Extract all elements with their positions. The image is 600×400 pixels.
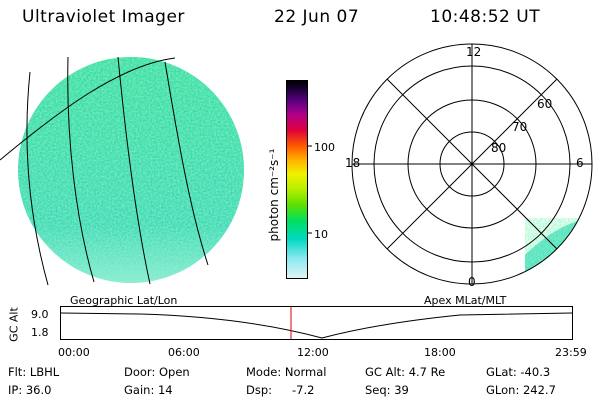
- mlt-label-6: 6: [576, 156, 584, 170]
- mode-status: Mode: Normal: [246, 365, 327, 379]
- altitude-plot: [60, 306, 573, 340]
- geographic-latitude: GLat: -40.3: [486, 365, 551, 379]
- geographic-projection-label: Geographic Lat/Lon: [70, 294, 178, 307]
- mlt-label-18: 18: [345, 156, 361, 170]
- colorbar-tick-10: 10: [314, 228, 328, 241]
- lat-label-60: 60: [537, 97, 553, 111]
- lat-label-80: 80: [491, 141, 507, 155]
- observation-time: 10:48:52 UT: [430, 7, 541, 27]
- dsp-value: -7.2: [292, 383, 315, 397]
- altitude-tick-high: 9.0: [31, 308, 49, 321]
- polar-plot: [351, 43, 593, 285]
- time-tick-0000: 00:00: [58, 346, 90, 359]
- door-status: Door: Open: [124, 365, 190, 379]
- gain-status: Gain: 14: [124, 383, 173, 397]
- time-tick-2359: 23:59: [555, 346, 587, 359]
- geographic-image: [0, 56, 244, 286]
- lat-label-70: 70: [512, 120, 528, 134]
- altitude-axis-label: GC Alt: [7, 307, 21, 342]
- instrument-title: Ultraviolet Imager: [22, 7, 185, 27]
- altitude-tick-low: 1.8: [31, 326, 49, 339]
- geographic-longitude: GLon: 242.7: [486, 383, 556, 397]
- time-tick-0600: 06:00: [168, 346, 200, 359]
- filter-status: Flt: LBHL: [8, 365, 60, 379]
- sequence-status: Seq: 39: [365, 383, 409, 397]
- colorbar-unit-label: photon cm⁻²s⁻¹: [267, 148, 281, 242]
- ip-status: IP: 36.0: [8, 383, 52, 397]
- dsp-label: Dsp:: [246, 383, 273, 397]
- time-tick-1200: 12:00: [297, 346, 329, 359]
- observation-date: 22 Jun 07: [274, 7, 360, 27]
- time-tick-1800: 18:00: [424, 346, 456, 359]
- apex-projection-label: Apex MLat/MLT: [424, 294, 507, 307]
- colorbar-tick-100: 100: [314, 141, 335, 154]
- gc-altitude-status: GC Alt: 4.7 Re: [365, 365, 446, 379]
- colorbar-ticks: [307, 145, 312, 234]
- mlt-label-0: 0: [468, 275, 476, 289]
- mlt-label-12: 12: [466, 45, 482, 59]
- color-scale-bar: [286, 80, 308, 279]
